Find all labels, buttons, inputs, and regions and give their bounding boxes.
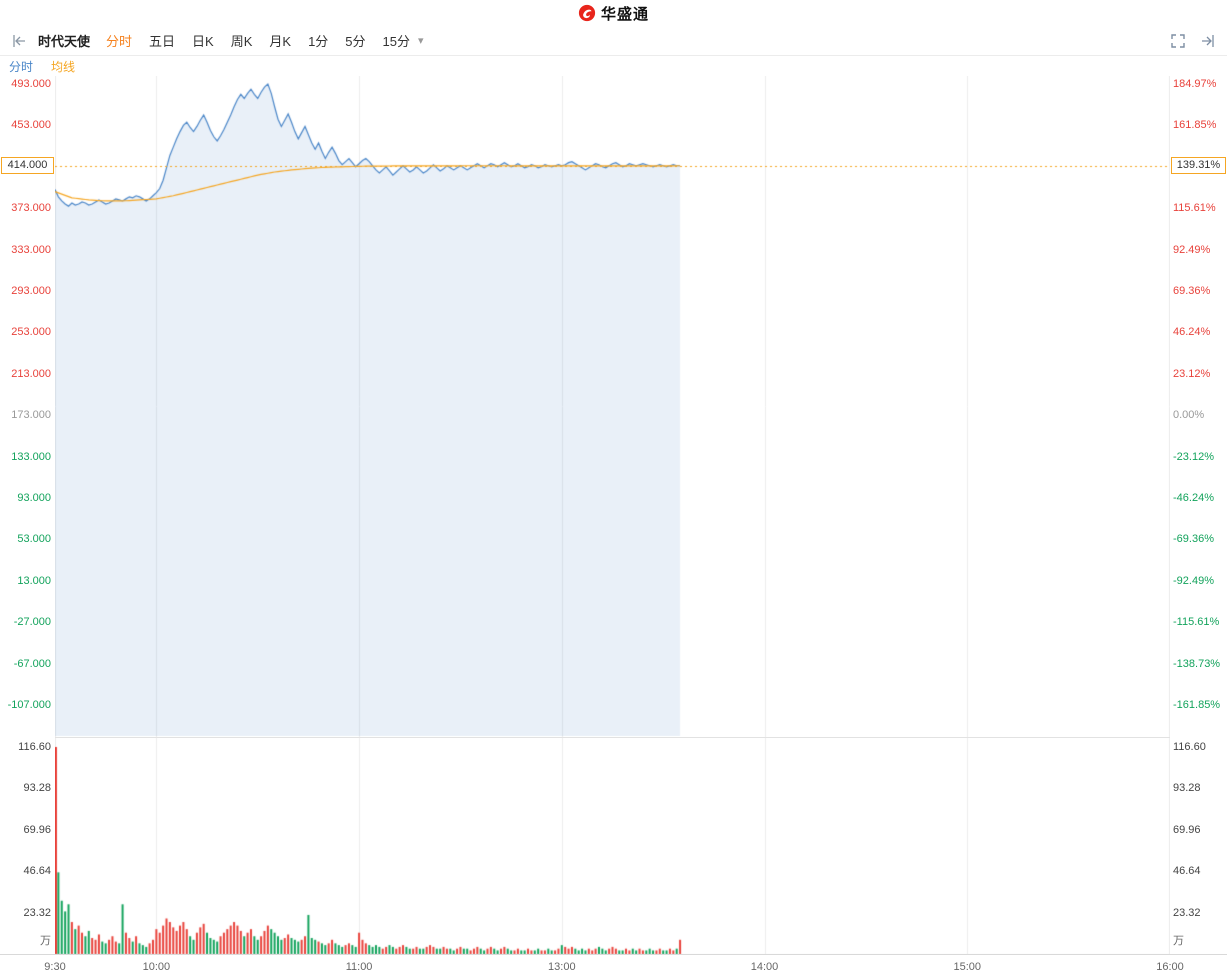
price-axis-label: -107.000 — [7, 699, 51, 711]
app-title: 华盛通 — [600, 5, 649, 23]
volume-unit-label: 万 — [40, 935, 51, 947]
volume-axis-label: 46.64 — [1173, 865, 1201, 878]
volume-axis-label: 23.32 — [23, 906, 51, 919]
tab-15min[interactable]: 15分 — [382, 34, 410, 49]
volume-axis-label: 93.28 — [23, 782, 51, 795]
percent-axis-label: 184.97% — [1173, 78, 1217, 90]
price-axis-label: 213.000 — [11, 367, 51, 380]
time-axis-label: 14:00 — [750, 961, 779, 973]
price-axis-label: -67.000 — [13, 657, 51, 670]
price-axis-label: 333.000 — [11, 243, 51, 256]
fullscreen-icon[interactable] — [1171, 33, 1185, 48]
percent-axis-label: 69.36% — [1173, 285, 1211, 297]
price-axis-label: 293.000 — [11, 285, 51, 297]
chart-area: 414.000 139.31% 493.000 184.97% 453.000 161… — [0, 76, 1227, 977]
tab-day-k[interactable]: 日K — [192, 34, 214, 49]
volume-axis-label: 23.32 — [1173, 906, 1201, 919]
percent-axis-label: -138.73% — [1173, 657, 1221, 670]
time-axis-label: 9:30 — [44, 961, 66, 973]
chart-legend: 分时 均线 — [0, 56, 1227, 76]
legend-minute-line: 分时 — [9, 59, 34, 74]
pane-separator — [55, 737, 1170, 738]
price-axis-label: 13.000 — [17, 574, 51, 587]
tab-minute[interactable]: 分时 — [106, 34, 133, 49]
minute-chart-canvas[interactable] — [55, 76, 1170, 737]
tab-1min[interactable]: 1分 — [308, 34, 329, 49]
tab-5min[interactable]: 5分 — [345, 34, 366, 49]
percent-axis-label: -69.36% — [1173, 533, 1214, 546]
volume-axis-label: 69.96 — [23, 823, 51, 836]
percent-axis-label: 23.12% — [1173, 367, 1211, 380]
tab-week-k[interactable]: 周K — [230, 34, 253, 49]
percent-axis-label: 92.49% — [1173, 243, 1211, 256]
volume-axis-label: 116.60 — [1173, 741, 1206, 753]
dropdown-caret-icon[interactable]: ▾ — [418, 35, 424, 47]
volume-chart-canvas[interactable] — [55, 737, 1170, 955]
price-axis-label: 53.000 — [17, 533, 51, 546]
time-axis-label: 11:00 — [345, 961, 373, 973]
price-axis-label: 493.000 — [11, 78, 51, 90]
percent-axis-label: 46.24% — [1173, 326, 1211, 339]
time-axis-label: 16:00 — [1156, 961, 1184, 973]
percent-axis-label: -92.49% — [1173, 574, 1214, 587]
percent-axis-label: 161.85% — [1173, 119, 1217, 132]
percent-axis-label: 115.61% — [1173, 202, 1216, 215]
time-axis-label: 13:00 — [548, 961, 576, 973]
app-header: 华盛通 — [0, 0, 1227, 26]
volume-unit-label: 万 — [1173, 935, 1184, 947]
stock-name: 时代天使 — [38, 34, 91, 49]
collapse-left-icon[interactable] — [12, 34, 26, 48]
percent-axis-label: -46.24% — [1173, 492, 1214, 504]
price-axis-label: -27.000 — [13, 616, 51, 629]
chart-toolbar: 时代天使 分时 五日 日K 周K 月K 1分 5分 15分 ▾ — [0, 26, 1227, 56]
period-tabs: 分时 五日 日K 周K 月K 1分 5分 15分 ▾ — [106, 31, 424, 50]
percent-axis-label: -115.61% — [1173, 616, 1220, 629]
price-axis-label: 373.000 — [11, 202, 51, 215]
percent-axis-label: 0.00% — [1173, 409, 1205, 422]
price-axis-label: 253.000 — [11, 326, 51, 339]
price-axis-label: 453.000 — [11, 119, 51, 132]
app-logo-icon — [578, 4, 596, 22]
percent-axis-label: -23.12% — [1173, 450, 1214, 463]
price-axis-label: 93.000 — [17, 492, 51, 504]
tab-month-k[interactable]: 月K — [269, 34, 292, 49]
collapse-right-icon[interactable] — [1201, 34, 1215, 48]
volume-axis-label: 116.60 — [18, 741, 51, 753]
price-axis-label: 133.000 — [11, 450, 51, 463]
volume-axis-label: 69.96 — [1173, 823, 1201, 836]
volume-axis-label: 46.64 — [23, 865, 51, 878]
price-axis-label: 173.000 — [11, 409, 51, 422]
percent-axis-label: -161.85% — [1173, 699, 1221, 711]
volume-axis-label: 93.28 — [1173, 782, 1201, 795]
time-axis-label: 15:00 — [953, 961, 982, 973]
tab-five-day[interactable]: 五日 — [149, 34, 176, 49]
current-percent-tag: 139.31% — [1171, 156, 1226, 174]
legend-avg-line: 均线 — [51, 59, 76, 74]
time-axis-line — [0, 954, 1227, 955]
time-axis-label: 10:00 — [142, 961, 171, 973]
current-price-tag: 414.000 — [1, 156, 54, 174]
